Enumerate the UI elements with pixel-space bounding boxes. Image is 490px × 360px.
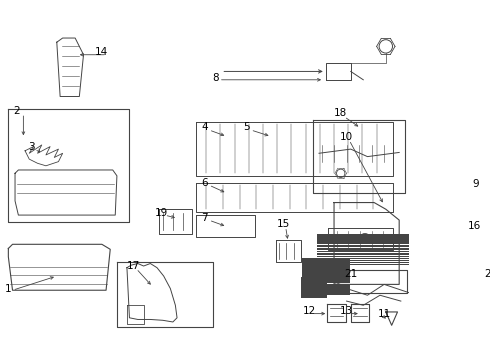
Text: 13: 13 (340, 306, 353, 316)
Text: 20: 20 (485, 269, 490, 279)
Text: 15: 15 (277, 219, 291, 229)
Text: 8: 8 (212, 73, 219, 83)
Text: 11: 11 (377, 309, 391, 319)
Text: 21: 21 (344, 269, 357, 279)
Text: 2: 2 (13, 106, 20, 116)
Text: 18: 18 (334, 108, 347, 118)
Text: 9: 9 (473, 179, 479, 189)
Text: 16: 16 (468, 221, 481, 231)
Text: 4: 4 (201, 122, 208, 132)
Text: 5: 5 (243, 122, 250, 132)
Text: 19: 19 (154, 208, 168, 219)
Text: 7: 7 (201, 213, 208, 224)
Text: 1: 1 (5, 284, 12, 293)
Text: 14: 14 (95, 47, 108, 57)
Text: 6: 6 (201, 177, 208, 188)
Text: 10: 10 (340, 131, 353, 141)
Text: 12: 12 (302, 306, 316, 316)
Text: 17: 17 (127, 261, 140, 271)
Text: 3: 3 (28, 141, 35, 152)
